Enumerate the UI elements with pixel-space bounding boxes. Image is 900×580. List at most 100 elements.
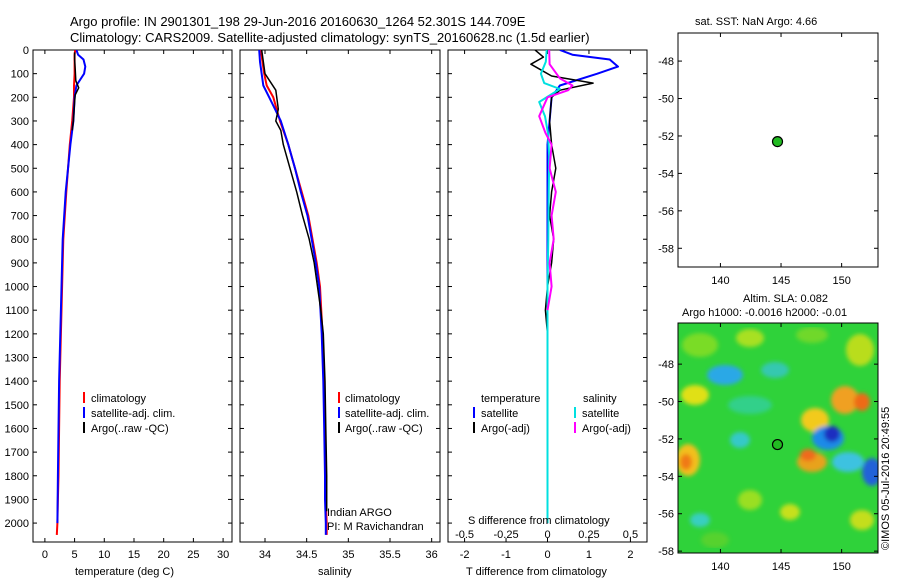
map2-title1: Altim. SLA: 0.082 (743, 293, 828, 305)
blob (738, 490, 762, 510)
map1-axes: 140 145 150 -48 -50 -52 -54 -56 -58 (658, 33, 878, 287)
blob (780, 504, 800, 520)
sla-heatmap (678, 323, 878, 553)
depth-tick-label: 1000 (5, 282, 29, 294)
blob (854, 393, 870, 411)
map2-frame (677, 322, 879, 554)
x-tick-label: 10 (98, 549, 110, 561)
difference-series (530, 50, 619, 524)
blob (846, 334, 874, 366)
depth-tick-label: 1100 (5, 305, 29, 317)
temperature-axis: 0 5 10 15 20 25 30 (33, 49, 232, 561)
x-tick-label: 25 (187, 549, 199, 561)
argo-position-marker (771, 438, 784, 451)
credit-line1: Indian ARGO (327, 507, 392, 519)
legend-label-climatology: climatology (91, 393, 147, 405)
blob (680, 454, 692, 470)
legend-salinity-title: salinity (583, 393, 617, 405)
map-y-tick-label: -48 (658, 56, 674, 68)
figure-title-line2: Climatology: CARS2009. Satellite-adjuste… (70, 30, 590, 45)
map1-frame (677, 32, 879, 268)
depth-tick-label: 1700 (5, 447, 29, 459)
map2-axes: 140 145 150 -48 -50 -52 -54 -56 -58 (658, 323, 878, 573)
blob (728, 396, 772, 414)
map-x-tick-label: 150 (832, 561, 850, 573)
blob (796, 327, 828, 343)
depth-tick-label: 0 (23, 45, 29, 57)
depth-tick-label: 500 (11, 163, 29, 175)
temperature-series (55, 50, 87, 535)
legend-label-sal-satellite: satellite (582, 408, 619, 420)
temperature-xlabel: temperature (deg C) (75, 566, 174, 578)
map1-title: sat. SST: NaN Argo: 4.66 (695, 16, 817, 28)
series-line-temperature-satellite (546, 50, 619, 524)
map-x-tick-label: 145 (772, 561, 790, 573)
depth-tick-label: 1400 (5, 376, 29, 388)
x-tick-label: 0 (42, 549, 48, 561)
x-tick-label: 2 (627, 549, 633, 561)
legend-label-sal-argo: Argo(-adj) (582, 423, 631, 435)
difference-top-title: S difference from climatology (468, 515, 610, 527)
series-line-argo-raw-qc- (71, 52, 80, 131)
depth-tick-label: 1300 (5, 353, 29, 365)
legend-label-argo: Argo(..raw -QC) (345, 423, 423, 435)
map-x-tick-label: 145 (772, 275, 790, 287)
x-tick-label: 5 (72, 549, 78, 561)
heatmap-background (678, 323, 878, 553)
x-tick-label: 20 (158, 549, 170, 561)
x-tick-label: 34.5 (296, 549, 317, 561)
x-tick-label: 30 (217, 549, 229, 561)
depth-tick-label: 2000 (5, 518, 29, 530)
map-y-tick-label: -52 (658, 131, 674, 143)
credit-line2: PI: M Ravichandran (327, 521, 424, 533)
legend-label-climatology: climatology (345, 393, 401, 405)
difference-legend: temperature salinity satellite Argo(-adj… (473, 393, 631, 435)
depth-tick-label: 1900 (5, 494, 29, 506)
depth-tick-label: 800 (11, 234, 29, 246)
x-tick-label: 35 (342, 549, 354, 561)
series-line-salinity-argo-adj- (538, 50, 574, 311)
x-tick-label: 0 (544, 549, 550, 561)
map-y-tick-label: -48 (658, 359, 674, 371)
map-y-tick-label: -58 (658, 546, 674, 558)
watermark: ©IMOS 05-Jul-2016 20:49:55 (880, 407, 892, 550)
map-y-tick-label: -52 (658, 434, 674, 446)
x-tick-label: 36 (426, 549, 438, 561)
depth-tick-label: 200 (11, 92, 29, 104)
blob (832, 452, 864, 472)
blob (800, 449, 816, 461)
map-y-tick-label: -54 (658, 471, 674, 483)
series-line-argo-raw-qc- (260, 50, 328, 512)
map-y-tick-label: -50 (658, 397, 674, 409)
map-y-tick-label: -54 (658, 168, 674, 180)
top-tick-label: -0.5 (455, 529, 474, 541)
legend-label-satellite: satellite-adj. clim. (91, 408, 175, 420)
depth-tick-label: 300 (11, 116, 29, 128)
depth-tick-label: 600 (11, 187, 29, 199)
heatmap-blobs (678, 327, 878, 548)
depth-tick-label: 100 (11, 69, 29, 81)
blob (682, 333, 718, 357)
blob (824, 426, 840, 442)
top-tick-label: -0.25 (494, 529, 519, 541)
blob (690, 513, 710, 527)
depth-tick-label: 900 (11, 258, 29, 270)
x-tick-label: 34 (259, 549, 271, 561)
series-line-satellite-adj-clim- (56, 50, 87, 524)
map-x-tick-label: 150 (832, 275, 850, 287)
depth-tick-label: 400 (11, 140, 29, 152)
x-tick-label: -2 (460, 549, 470, 561)
blob (730, 432, 750, 448)
blob (707, 365, 743, 385)
x-tick-label: 35.5 (379, 549, 400, 561)
map2-title2: Argo h1000: -0.0016 h2000: -0.01 (682, 307, 847, 319)
series-line-climatology (259, 50, 328, 535)
map-x-tick-label: 140 (711, 275, 729, 287)
x-tick-label: 15 (128, 549, 140, 561)
top-tick-label: 0.25 (578, 529, 599, 541)
legend-label-argo: Argo(..raw -QC) (91, 423, 169, 435)
map-y-tick-label: -56 (658, 509, 674, 521)
blob (850, 510, 874, 530)
top-tick-label: 0.5 (623, 529, 638, 541)
